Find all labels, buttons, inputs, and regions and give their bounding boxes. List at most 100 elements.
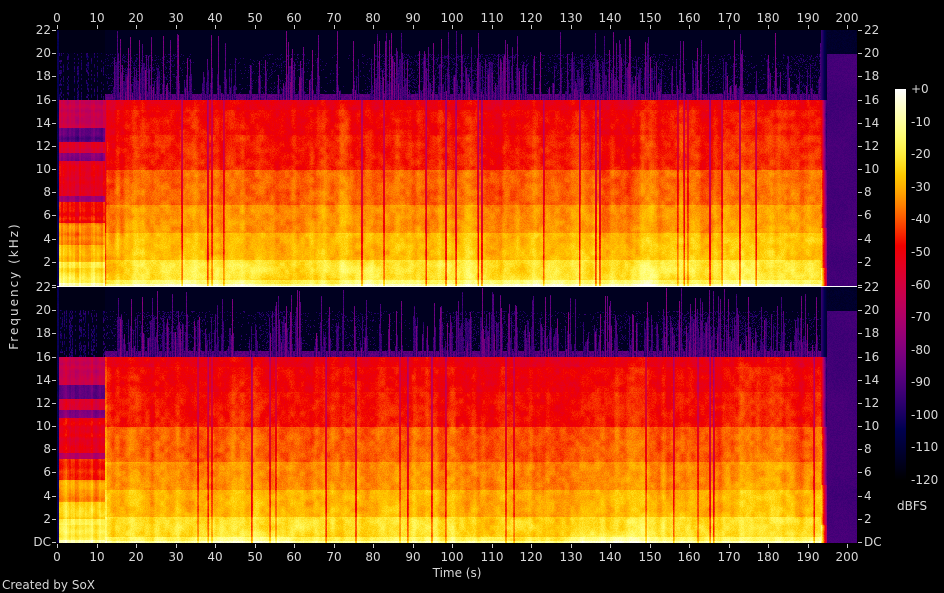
spectrogram-channel-2 — [57, 287, 857, 543]
x-tick-label: 0 — [53, 11, 61, 25]
x-tick-mark — [294, 25, 295, 29]
freq-tick-label: 10 — [864, 419, 880, 433]
freq-tick-mark — [52, 53, 56, 54]
freq-tick-label: 16 — [864, 350, 880, 364]
x-tick-mark — [571, 25, 572, 29]
freq-tick-mark — [52, 146, 56, 147]
freq-tick-mark — [52, 215, 56, 216]
freq-tick-mark — [858, 192, 862, 193]
x-tick-label: 150 — [638, 11, 662, 25]
freq-tick-mark — [52, 472, 56, 473]
x-axis-title: Time (s) — [432, 566, 482, 580]
freq-tick-label: 4 — [43, 232, 51, 246]
freq-tick-mark — [52, 239, 56, 240]
freq-tick-label: 4 — [864, 232, 872, 246]
x-tick-mark — [136, 25, 137, 29]
x-tick-mark — [334, 25, 335, 29]
x-tick-mark — [729, 25, 730, 29]
freq-tick-label: 2 — [864, 512, 872, 526]
freq-tick-mark — [52, 403, 56, 404]
colorbar-tick-label: -10 — [911, 115, 931, 129]
x-tick-label: 10 — [89, 11, 105, 25]
x-tick-mark — [650, 544, 651, 548]
x-tick-mark — [255, 544, 256, 548]
freq-tick-label: 8 — [43, 185, 51, 199]
colorbar-tick-label: -120 — [911, 473, 939, 487]
freq-tick-mark — [52, 285, 56, 286]
x-tick-mark — [176, 25, 177, 29]
x-tick-label: 150 — [638, 550, 662, 564]
freq-tick-label: 16 — [864, 93, 880, 107]
freq-tick-label: 8 — [43, 442, 51, 456]
x-tick-mark — [689, 25, 690, 29]
colorbar-tick-label: -60 — [911, 278, 931, 292]
x-tick-mark — [650, 25, 651, 29]
freq-tick-mark — [52, 333, 56, 334]
x-tick-label: 180 — [756, 11, 780, 25]
freq-tick-label: 20 — [35, 303, 51, 317]
freq-tick-mark — [858, 472, 862, 473]
freq-tick-mark — [858, 215, 862, 216]
freq-tick-label: 6 — [864, 208, 872, 222]
freq-tick-mark — [52, 123, 56, 124]
x-tick-mark — [847, 25, 848, 29]
freq-tick-label: 22 — [35, 280, 51, 294]
freq-tick-mark — [858, 76, 862, 77]
x-tick-mark — [334, 544, 335, 548]
x-tick-label: 30 — [168, 550, 184, 564]
x-tick-label: 180 — [756, 550, 780, 564]
freq-tick-mark — [52, 310, 56, 311]
freq-tick-label: 18 — [864, 69, 880, 83]
freq-tick-mark — [52, 169, 56, 170]
freq-tick-mark — [858, 542, 862, 543]
colorbar-tick-label: -20 — [911, 147, 931, 161]
x-tick-label: 120 — [519, 550, 543, 564]
freq-tick-label: 12 — [864, 396, 880, 410]
freq-tick-label: 14 — [35, 373, 51, 387]
freq-tick-mark — [52, 426, 56, 427]
freq-tick-label: DC — [33, 535, 51, 549]
x-tick-mark — [255, 25, 256, 29]
x-tick-label: 110 — [480, 550, 504, 564]
colorbar-tick-label: -100 — [911, 408, 939, 422]
x-tick-label: 200 — [835, 11, 859, 25]
x-tick-label: 120 — [519, 11, 543, 25]
x-tick-mark — [413, 25, 414, 29]
freq-tick-label: 12 — [35, 396, 51, 410]
freq-tick-label: 14 — [864, 373, 880, 387]
freq-tick-mark — [858, 100, 862, 101]
freq-tick-mark — [858, 146, 862, 147]
colorbar-tick-label: -90 — [911, 375, 931, 389]
x-tick-mark — [294, 544, 295, 548]
freq-tick-mark — [858, 380, 862, 381]
freq-tick-mark — [858, 169, 862, 170]
x-tick-mark — [373, 544, 374, 548]
freq-tick-label: 20 — [35, 46, 51, 60]
freq-tick-mark — [858, 239, 862, 240]
x-tick-mark — [57, 544, 58, 548]
freq-tick-mark — [52, 287, 56, 288]
freq-tick-label: 12 — [35, 139, 51, 153]
x-tick-label: 160 — [677, 550, 701, 564]
freq-tick-mark — [858, 426, 862, 427]
freq-tick-label: 8 — [864, 442, 872, 456]
x-tick-label: 60 — [286, 550, 302, 564]
x-tick-label: 100 — [440, 11, 464, 25]
freq-tick-mark — [858, 357, 862, 358]
x-tick-mark — [689, 544, 690, 548]
freq-tick-mark — [858, 30, 862, 31]
x-tick-label: 100 — [440, 550, 464, 564]
x-tick-label: 40 — [207, 550, 223, 564]
colorbar-tick-label: -30 — [911, 180, 931, 194]
x-tick-label: 140 — [598, 550, 622, 564]
x-tick-mark — [531, 544, 532, 548]
colorbar-tick-label: -50 — [911, 245, 931, 259]
x-tick-mark — [452, 544, 453, 548]
freq-tick-mark — [52, 542, 56, 543]
freq-tick-label: 22 — [864, 23, 880, 37]
x-tick-mark — [215, 25, 216, 29]
x-tick-label: 90 — [405, 11, 421, 25]
freq-tick-label: 18 — [864, 326, 880, 340]
freq-tick-label: 16 — [35, 93, 51, 107]
x-tick-label: 20 — [128, 550, 144, 564]
